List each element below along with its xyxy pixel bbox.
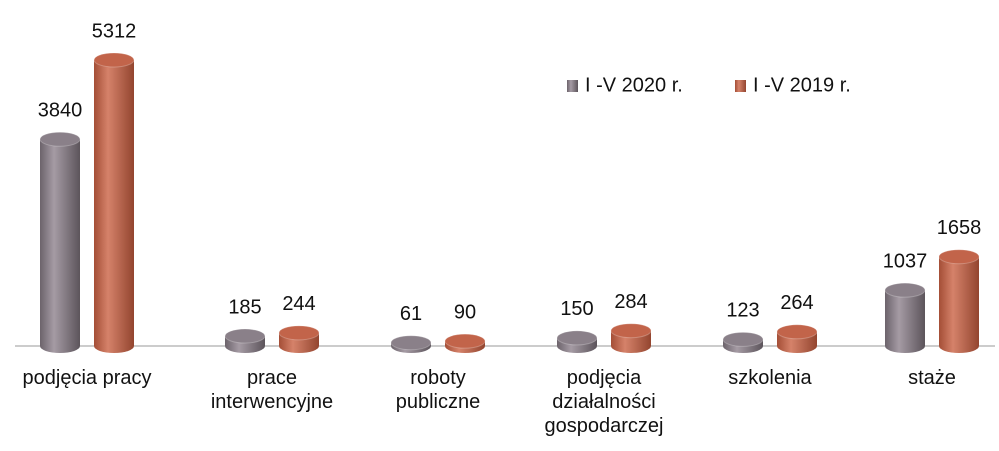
bar-top [278,325,320,341]
bar-top [776,324,818,340]
bar-top [722,331,764,347]
value-label: 1658 [937,217,982,239]
x-tick-label: roboty publiczne [395,367,481,413]
value-label: 284 [614,291,647,313]
bar [939,256,979,346]
value-label: 264 [780,292,813,314]
bar-top [884,282,926,298]
value-label: 90 [454,301,476,323]
x-tick-label: prace interwencyjne [210,367,334,413]
bar-top [39,131,81,147]
bar-top [556,330,598,346]
bar [40,139,80,346]
bar [94,60,134,346]
bar-top [938,249,980,265]
legend-swatch [567,80,578,92]
x-tick-label: podjęcia działalności gospodarczej [544,367,664,437]
bar [885,290,925,346]
x-tick-label: podjęcia pracy [22,367,152,389]
value-label: 61 [400,303,422,325]
value-label: 5312 [92,20,137,42]
value-label: 123 [726,300,759,322]
bar-top [224,328,266,344]
value-label: 150 [560,298,593,320]
value-label: 3840 [38,100,83,122]
bar-top [444,333,486,349]
value-label: 185 [228,296,261,318]
legend-swatch [735,80,746,92]
x-tick-label: szkolenia [728,367,812,389]
x-tick-label: staże [908,367,956,389]
bar-top [93,52,135,68]
value-label: 244 [282,293,315,315]
legend-label: I -V 2019 r. [753,74,851,96]
value-label: 1037 [883,250,928,272]
legend-label: I -V 2020 r. [585,74,683,96]
bar-top [390,335,432,351]
bar-top [610,323,652,339]
